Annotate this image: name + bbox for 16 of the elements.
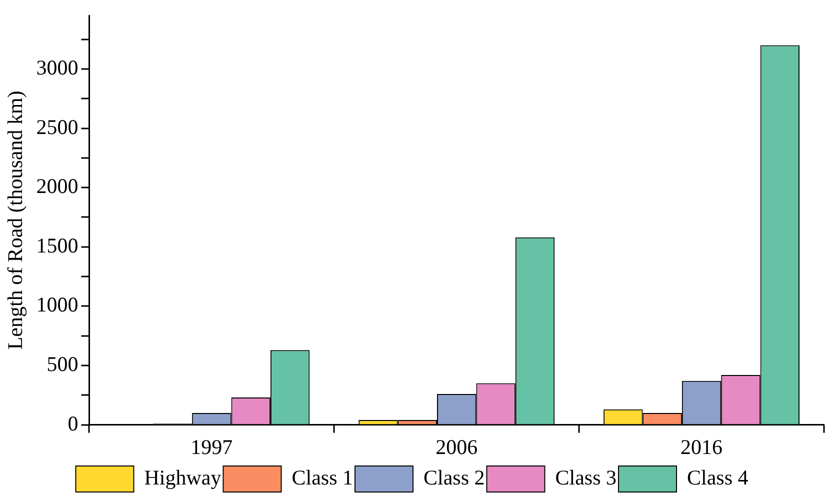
legend-label: Highway	[144, 466, 222, 490]
y-tick-label: 1000	[36, 292, 78, 317]
y-tick-label: 0	[68, 411, 78, 436]
y-tick-label: 1500	[36, 233, 78, 258]
y-tick-label: 500	[46, 352, 78, 376]
x-tick-label: 2006	[436, 434, 478, 459]
legend-label: Class 4	[687, 466, 749, 490]
y-tick-label: 3000	[36, 55, 78, 80]
legend-label: Class 1	[292, 466, 353, 490]
y-tick-label: 2500	[36, 114, 78, 139]
y-axis-title: Length of Road (thousand km)	[3, 90, 28, 350]
x-tick-label: 1997	[190, 434, 233, 459]
legend-label: Class 3	[555, 466, 617, 490]
y-tick-label: 2000	[36, 174, 78, 198]
legend-label: Class 2	[423, 466, 485, 490]
x-tick-label: 2016	[680, 434, 723, 459]
